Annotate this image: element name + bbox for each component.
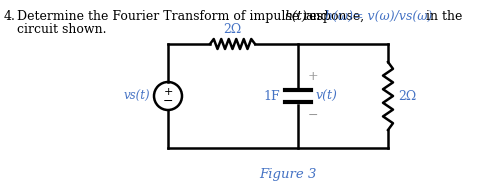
Text: 1F: 1F: [264, 90, 280, 102]
Text: 2Ω: 2Ω: [224, 23, 242, 36]
Text: −: −: [308, 109, 318, 122]
Text: h(ω)= v(ω)/vs(ω): h(ω)= v(ω)/vs(ω): [325, 10, 432, 23]
Text: and: and: [305, 10, 328, 23]
Text: v(t): v(t): [316, 90, 338, 102]
Text: 2Ω: 2Ω: [398, 90, 416, 102]
Text: −: −: [163, 95, 173, 108]
Text: 4.: 4.: [4, 10, 16, 23]
Text: Figure 3: Figure 3: [260, 168, 316, 181]
Text: Determine the Fourier Transform of impulse response,: Determine the Fourier Transform of impul…: [17, 10, 364, 23]
Text: +: +: [164, 87, 172, 97]
Text: vs(t): vs(t): [124, 90, 150, 102]
Text: circuit shown.: circuit shown.: [17, 23, 106, 36]
Text: +: +: [308, 70, 318, 83]
Text: h(t): h(t): [284, 10, 307, 23]
Text: in the: in the: [426, 10, 463, 23]
